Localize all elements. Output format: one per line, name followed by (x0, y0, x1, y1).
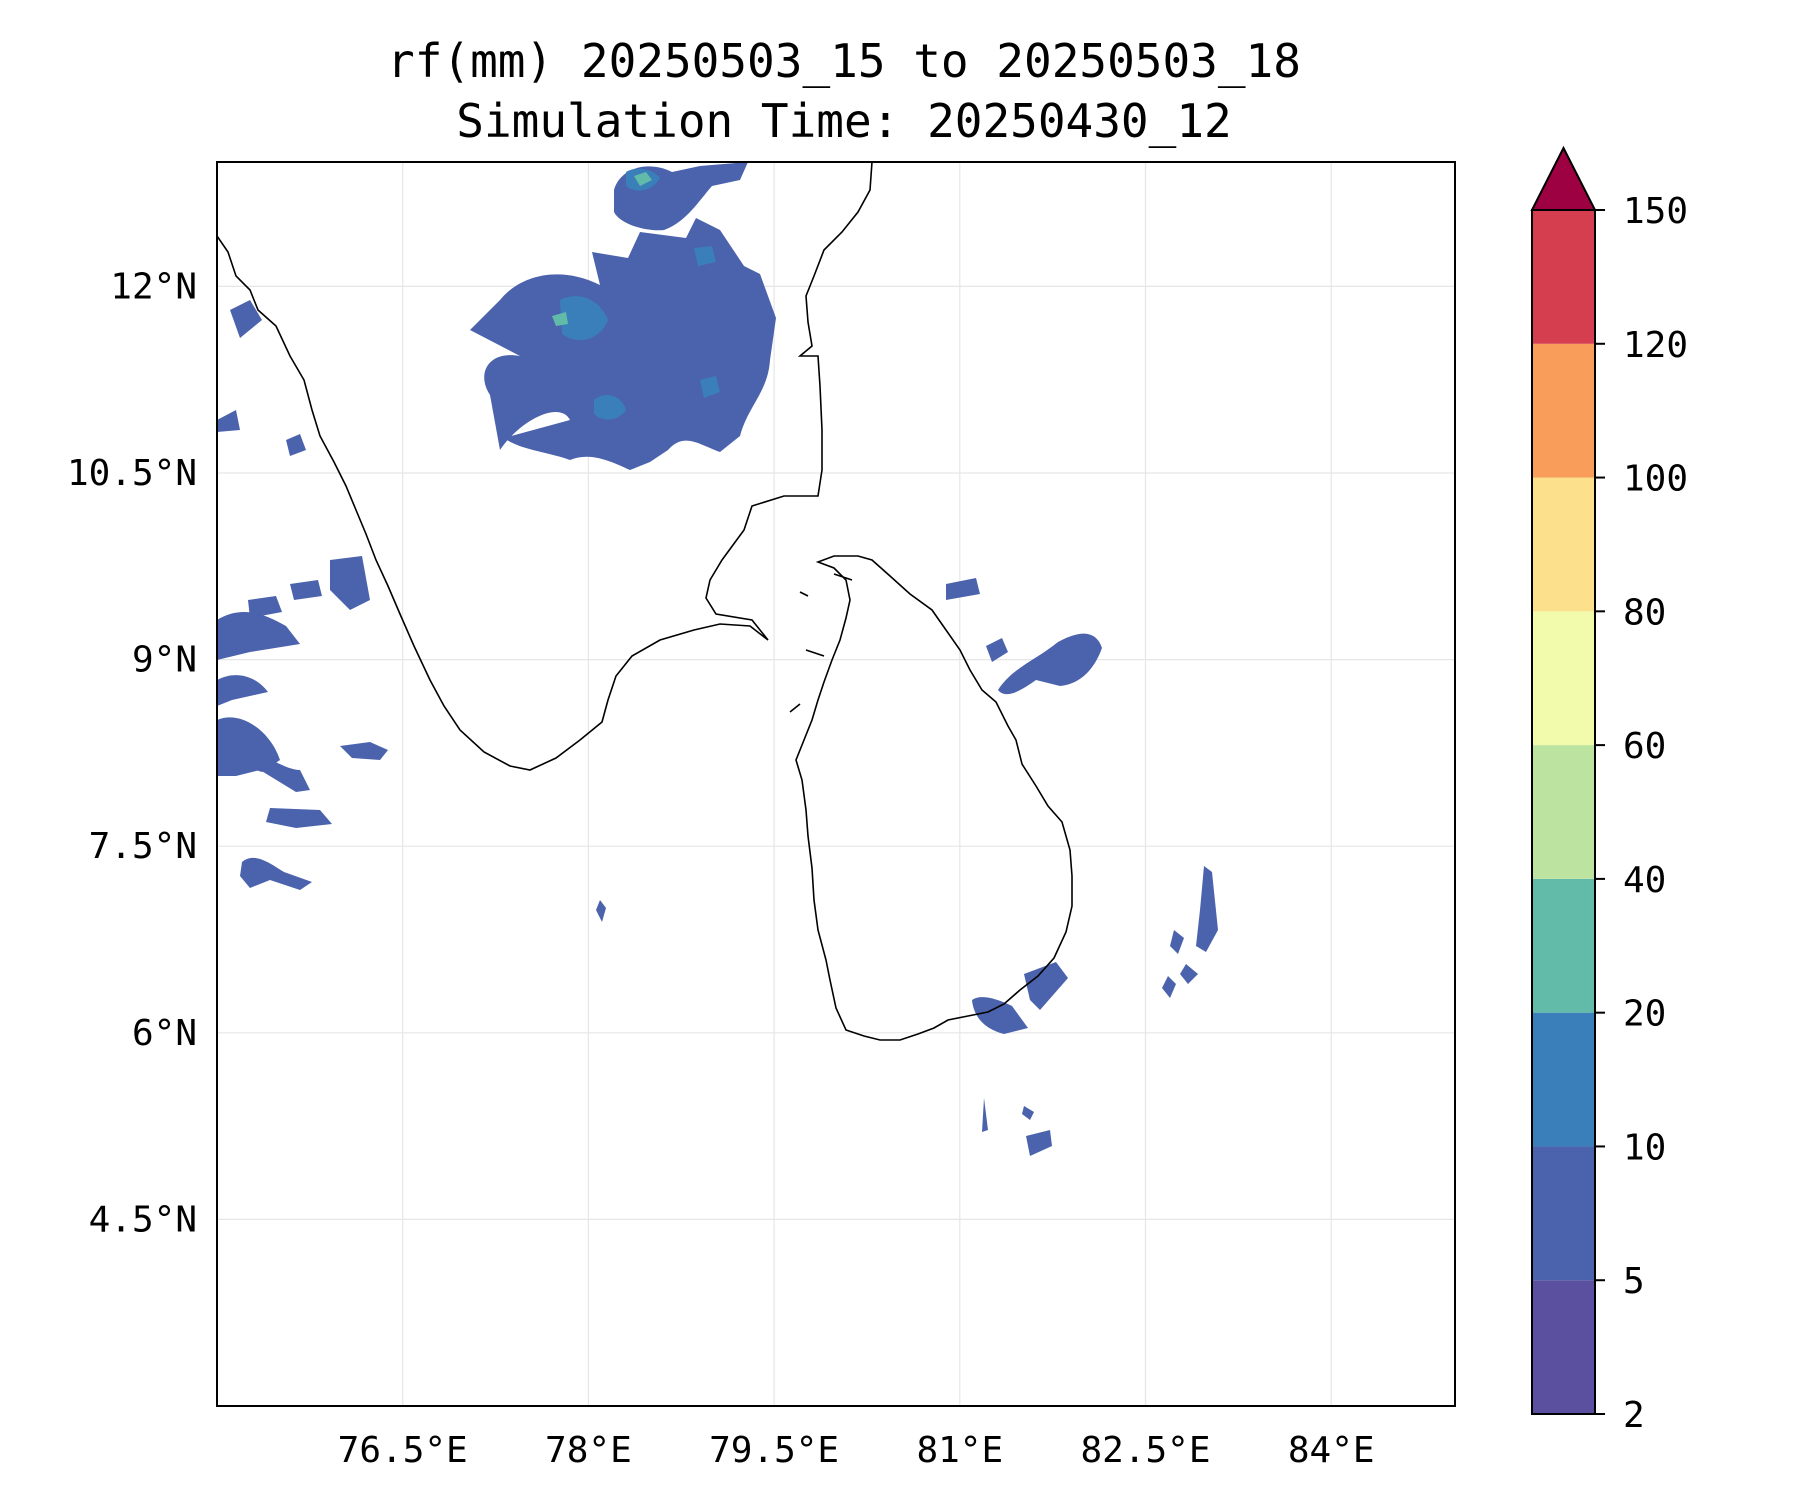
rain-field-core-3 (694, 246, 716, 266)
rainfall-fields (217, 162, 1218, 1156)
lon-tick-label: 79.5°E (709, 1430, 839, 1471)
rain-field-peak-2 (552, 312, 568, 326)
rain-field-arabian-9 (230, 300, 262, 338)
colorbar-segment (1532, 477, 1595, 612)
rain-field-arabian-13 (286, 434, 306, 456)
rain-field-srilanka-southeast (1024, 962, 1068, 1010)
rain-field-core-5 (700, 376, 720, 398)
rain-field-srilanka-northeast (998, 633, 1102, 695)
rain-field-arabian-6 (266, 808, 332, 828)
rain-field-south-3 (982, 1098, 988, 1132)
lat-tick-label: 4.5°N (89, 1199, 197, 1240)
rain-field-south-1 (1026, 1130, 1052, 1156)
rain-field-tamilnadu-north (470, 218, 776, 470)
map-frame (216, 161, 1456, 1407)
lat-tick-label: 9°N (132, 640, 197, 681)
rain-field-core-1 (560, 296, 608, 341)
rain-field-peak-1 (634, 172, 652, 186)
colorbar-tick-label: 120 (1623, 325, 1688, 366)
rain-field-arabian-12 (290, 580, 322, 600)
rain-field-east-small-3 (1162, 976, 1176, 998)
colorbar-tick-label: 5 (1623, 1261, 1645, 1302)
coastline-sri-lanka (795, 555, 1073, 1041)
colorbar-tick-label: 20 (1623, 994, 1666, 1035)
rain-field-srilanka-small (986, 638, 1008, 662)
rain-field-west-2 (620, 448, 634, 466)
colorbar-segment (1532, 878, 1595, 1013)
gridlines (217, 162, 1455, 1406)
coastline-islands (789, 573, 853, 713)
colorbar-segment (1532, 745, 1595, 879)
rain-field-east-small-1 (1170, 930, 1184, 954)
map-title-line-1: rf(mm) 20250503_15 to 20250503_18 (387, 34, 1301, 88)
colorbar-tick-label: 40 (1623, 860, 1666, 901)
rain-field-arabian-1 (217, 612, 300, 660)
lon-tick-label: 78°E (545, 1430, 632, 1471)
rain-field-arabian-2 (217, 675, 268, 706)
colorbar-segment (1532, 210, 1595, 344)
rain-field-arabian-4 (217, 740, 310, 792)
colorbar-segment (1532, 1280, 1595, 1414)
colorbar-segment (1532, 343, 1595, 478)
lon-tick-label: 82.5°E (1080, 1430, 1210, 1471)
latitude-tick-labels: 12°N 10.5°N 9°N 7.5°N 6°N 4.5°N (67, 266, 197, 1240)
colorbar-tick-label: 10 (1623, 1127, 1666, 1168)
coastlines (217, 162, 1073, 1041)
colorbar-extend-arrow (1530, 145, 1597, 211)
lat-tick-label: 10.5°N (67, 453, 197, 494)
colorbar: 2 5 10 20 40 60 80 100 120 150 (1530, 145, 1688, 1436)
longitude-tick-labels: 76.5°E 78°E 79.5°E 81°E 82.5°E 84°E (338, 1430, 1375, 1471)
map-title-line-2: Simulation Time: 20250430_12 (456, 94, 1232, 148)
colorbar-tick-label: 2 (1623, 1395, 1645, 1436)
rain-field-east-small-2 (1180, 964, 1198, 984)
rain-field-srilanka-north (946, 578, 980, 600)
rain-field-arabian-11 (248, 596, 282, 618)
coastline-india (217, 162, 873, 771)
colorbar-tick-label: 100 (1623, 459, 1688, 500)
lon-tick-label: 81°E (916, 1430, 1003, 1471)
lat-tick-label: 7.5°N (89, 826, 197, 867)
lon-tick-label: 84°E (1288, 1430, 1375, 1471)
rain-field-core-2 (594, 395, 626, 420)
rain-field-arabian-5 (340, 742, 388, 760)
rain-field-arabian-7 (240, 857, 312, 890)
rain-field-arabian-8 (217, 410, 240, 432)
colorbar-segment (1532, 611, 1595, 746)
lon-tick-label: 76.5°E (338, 1430, 468, 1471)
rain-field-west-1 (596, 900, 606, 922)
rain-field-south-2 (1022, 1106, 1034, 1120)
colorbar-frame (1531, 209, 1596, 1415)
colorbar-tick-label: 150 (1623, 191, 1688, 232)
colorbar-segment (1532, 1012, 1595, 1147)
rain-field-arabian-10 (330, 556, 370, 610)
colorbar-tick-label: 60 (1623, 726, 1666, 767)
lat-tick-label: 12°N (110, 266, 197, 307)
rain-field-east-streak (1196, 866, 1218, 952)
colorbar-tick-label: 80 (1623, 592, 1666, 633)
colorbar-segment (1532, 1146, 1595, 1281)
rain-field-srilanka-south (972, 997, 1028, 1034)
lat-tick-label: 6°N (132, 1013, 197, 1054)
